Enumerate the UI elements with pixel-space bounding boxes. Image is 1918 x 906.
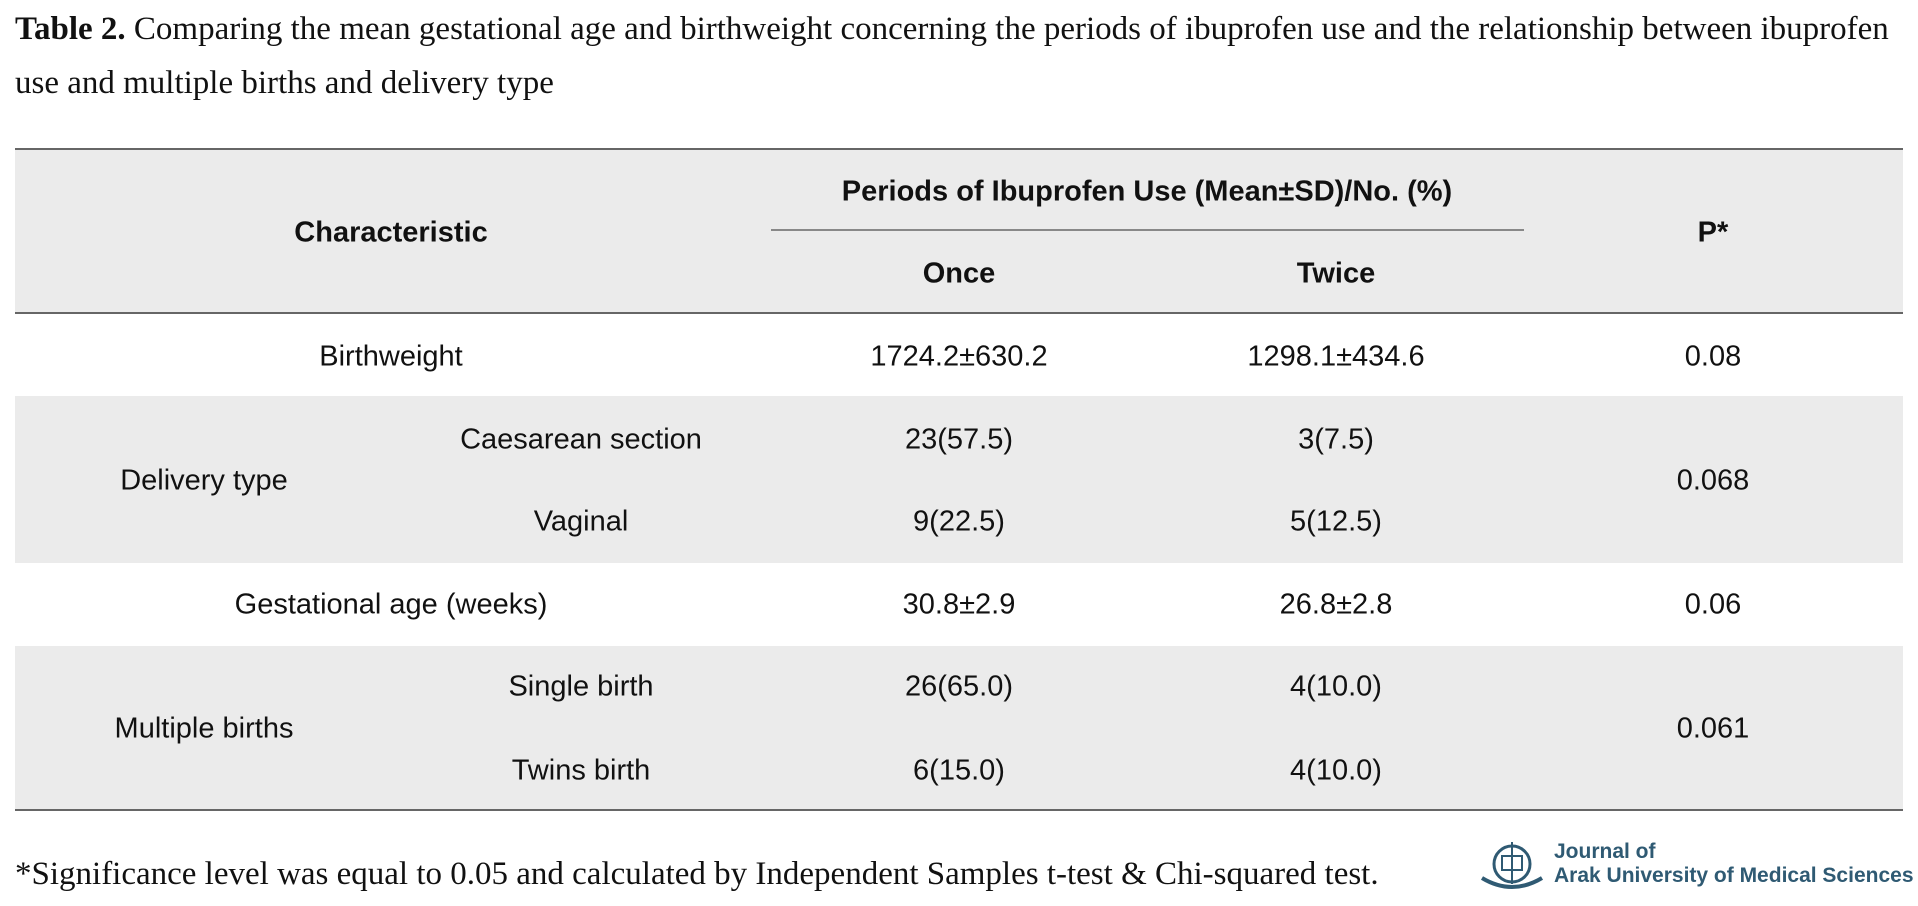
header-cell: Characteristic [294,216,488,249]
journal-logo: Journal of Arak University of Medical Sc… [1476,834,1914,896]
bottom-rule [15,809,1903,811]
header-rule [15,312,1903,314]
cell: 30.8±2.9 [902,588,1016,621]
header-band [15,149,1903,313]
row-label: Gestational age (weeks) [234,588,548,621]
header-cell: P* [1697,216,1729,249]
sub-label: Caesarean section [460,423,702,456]
caption: Table 2. Comparing the mean gestational … [15,2,1918,110]
cell: 0.061 [1676,712,1750,745]
cell: 0.068 [1676,464,1750,497]
cell: 4(10.0) [1290,754,1382,787]
cell: 3(7.5) [1298,423,1374,456]
header-cell: Twice [1296,257,1376,290]
row-band [15,646,1903,810]
cell: 5(12.5) [1290,505,1382,538]
logo-line: Arak University of Medical Sciences [1554,864,1914,887]
cell: 6(15.0) [913,754,1005,787]
sub-label: Single birth [508,670,654,703]
row-band [15,396,1903,563]
cell: 1724.2±630.2 [870,340,1048,373]
cell: 26.8±2.8 [1279,588,1393,621]
cell: 23(57.5) [904,423,1014,456]
cell: 9(22.5) [913,505,1005,538]
top-rule [15,148,1903,150]
sub-label: Vaginal [533,505,629,538]
cell: 1298.1±434.6 [1247,340,1425,373]
cell: 26(65.0) [904,670,1014,703]
footnote: *Significance level was equal to 0.05 an… [15,856,1379,892]
row-label: Multiple births [114,712,294,745]
cell: 4(10.0) [1290,670,1382,703]
cell: 0.08 [1684,340,1742,373]
group-rule [771,229,1524,231]
logo-line: Journal of [1554,840,1656,863]
sub-label: Twins birth [511,754,651,787]
row-label: Birthweight [319,340,463,373]
caption-label: Table 2. [15,11,126,47]
header-cell: Periods of Ibuprofen Use (Mean±SD)/No. (… [841,175,1453,208]
cell: 0.06 [1684,588,1742,621]
row-label: Delivery type [120,464,288,497]
caption-text: Comparing the mean gestational age and b… [15,11,1889,101]
logo-icon [1480,842,1544,889]
header-cell: Once [922,257,996,290]
